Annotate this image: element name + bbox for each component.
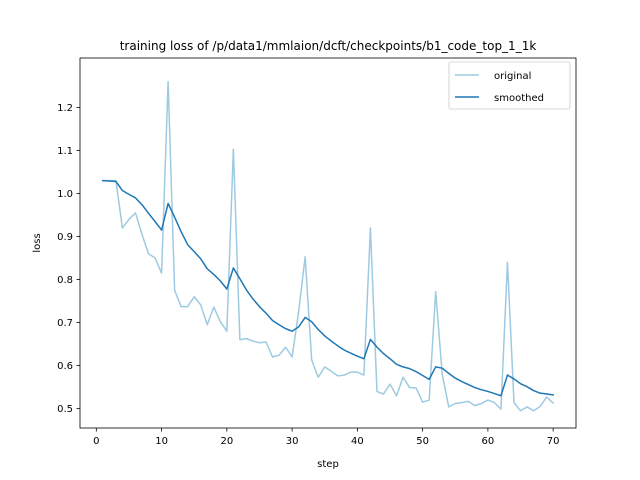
y-tick-label: 1.0 (57, 189, 73, 200)
y-tick-label: 0.6 (57, 361, 73, 372)
x-tick-label: 30 (286, 436, 299, 447)
y-tick-label: 1.1 (57, 146, 73, 157)
y-tick-label: 0.9 (57, 232, 73, 243)
x-tick-label: 60 (482, 436, 495, 447)
legend-label-smoothed: smoothed (494, 93, 544, 104)
y-axis-label: loss (32, 233, 43, 252)
x-tick-label: 70 (547, 436, 560, 447)
x-tick-label: 40 (351, 436, 364, 447)
x-tick-label: 10 (155, 436, 168, 447)
legend-box (448, 61, 571, 110)
plot-area (79, 57, 577, 429)
x-axis-label: step (317, 459, 339, 470)
y-tick-label: 1.2 (57, 103, 73, 114)
series-line-smoothed (102, 179, 555, 397)
legend-label-original: original (494, 71, 531, 82)
x-tick-label: 20 (220, 436, 233, 447)
y-tick-label: 0.7 (57, 318, 73, 329)
x-tick-label: 50 (416, 436, 429, 447)
y-tick-label: 0.5 (57, 404, 73, 415)
x-tick-label: 0 (93, 436, 99, 447)
y-tick-label: 0.8 (57, 275, 73, 286)
chart-title: training loss of /p/data1/mmlaion/dcft/c… (120, 39, 537, 53)
series-line-original (102, 80, 555, 412)
series-layer (102, 80, 555, 412)
axes-frame (79, 57, 577, 429)
x-axis-ticks: 0 10 20 30 40 50 60 70 (93, 428, 560, 447)
y-axis-ticks: 0.5 0.6 0.7 0.8 0.9 1.0 1.1 1.2 (57, 103, 80, 415)
legend: original smoothed (448, 61, 571, 110)
